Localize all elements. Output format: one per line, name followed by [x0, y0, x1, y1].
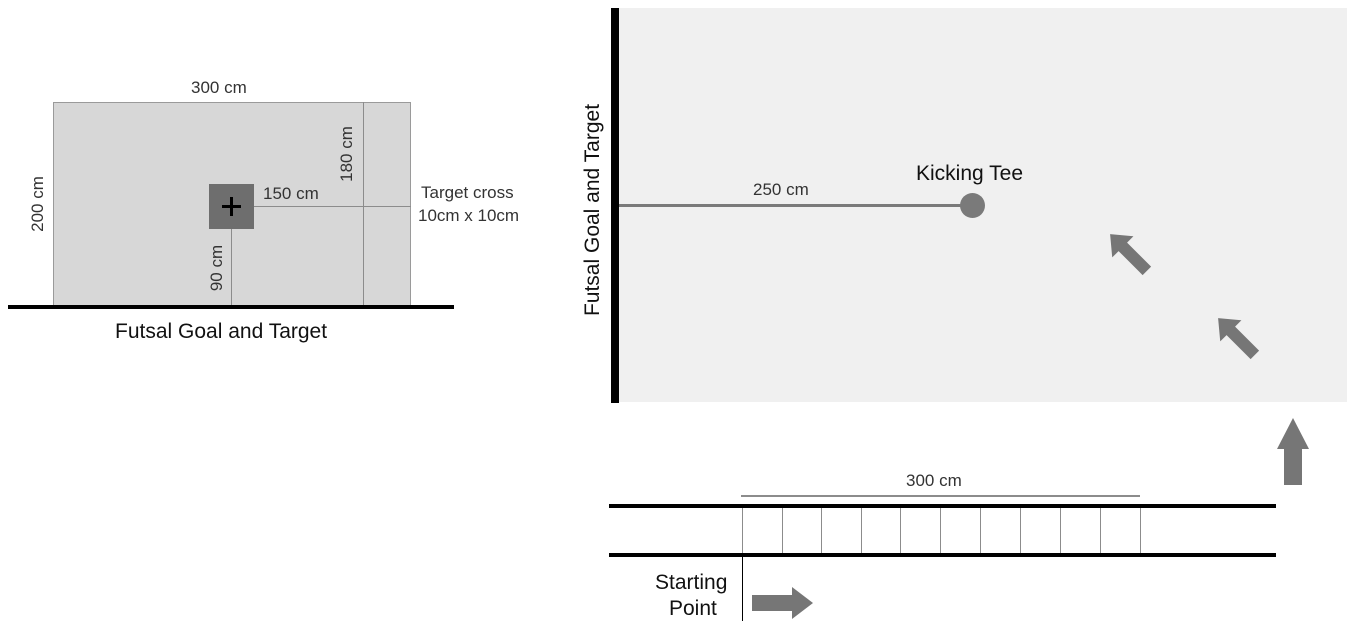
target-offset-label: 150 cm — [263, 184, 319, 203]
runway-tick — [1020, 508, 1021, 553]
target-cross-icon-vertical — [230, 197, 233, 216]
tee-distance-line — [619, 204, 972, 207]
runway-tick — [940, 508, 941, 553]
arrow-up-left-icon — [1218, 318, 1260, 360]
target-height-guide — [363, 102, 364, 306]
target-cross-label-line1: Target cross — [421, 183, 514, 202]
runway-tick — [1060, 508, 1061, 553]
starting-point-label-line2: Point — [669, 597, 717, 620]
runway-tick — [1140, 508, 1141, 553]
runway-tick — [900, 508, 901, 553]
starting-point-label-line1: Starting — [655, 571, 728, 594]
arrow-up-icon — [1277, 418, 1309, 485]
runway-bottom-line — [609, 553, 1276, 557]
arrow-right-icon — [752, 587, 813, 619]
tee-distance-label: 250 cm — [753, 180, 809, 199]
target-cross-label-line2: 10cm x 10cm — [418, 206, 520, 225]
goal-width-label: 300 cm — [191, 78, 247, 97]
runway-tick — [782, 508, 783, 553]
starting-point-marker — [742, 556, 743, 621]
goal-baseline — [8, 305, 454, 309]
kicking-tee — [960, 193, 985, 218]
runway-top-line — [609, 504, 1276, 508]
target-offset-guide — [254, 206, 411, 207]
cross-height-guide — [231, 229, 232, 306]
runway-scale-line — [741, 495, 1140, 497]
kicking-tee-label: Kicking Tee — [916, 162, 1024, 185]
goal-line — [611, 8, 619, 403]
runway-tick — [742, 508, 743, 553]
arrow-up-left-icon — [1110, 234, 1152, 276]
goal-diagram-caption: Futsal Goal and Target — [115, 320, 328, 343]
runway-tick — [821, 508, 822, 553]
runway-tick — [1100, 508, 1101, 553]
runway-tick — [861, 508, 862, 553]
runway-tick — [980, 508, 981, 553]
runway-length-label: 300 cm — [906, 471, 962, 490]
